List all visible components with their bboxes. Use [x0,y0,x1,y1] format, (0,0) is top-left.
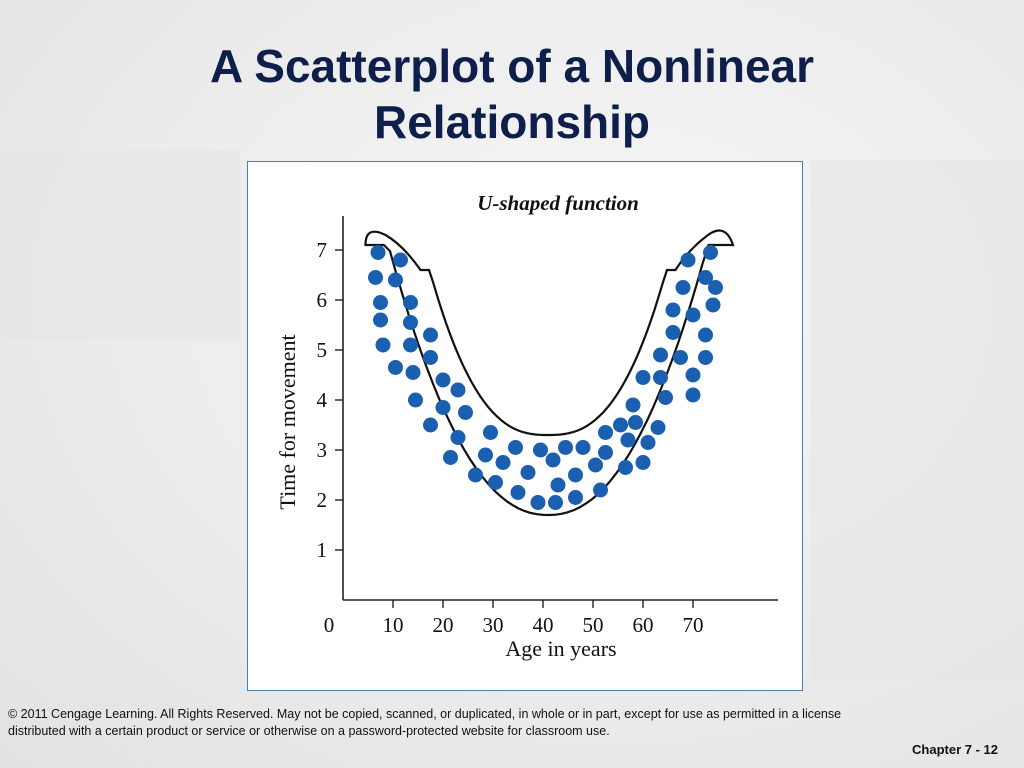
data-point [703,245,718,260]
data-point [533,442,548,458]
data-point [435,400,451,415]
data-point [628,415,643,430]
data-point [625,397,641,413]
data-point [368,270,383,285]
y-tick-label: 7 [317,238,328,262]
scatter-chart: U-shaped function 0 10 20 30 40 50 60 70 1 2 3 4 5 6 7… [275,191,778,661]
footer-line-1: © 2011 Cengage Learning. All Rights Rese… [8,707,842,721]
data-point [388,272,403,288]
data-point [468,467,483,483]
data-point [613,417,628,433]
data-point [450,382,466,398]
x-tick-label: 10 [383,613,404,637]
x-axis-label: Age in years [505,636,616,661]
y-tick-label: 2 [317,488,328,512]
data-point [393,252,408,268]
data-point [373,295,388,310]
data-point [483,425,498,440]
data-point [698,350,713,365]
title-line-1: A Scatterplot of a Nonlinear [209,40,815,92]
data-point [403,315,418,330]
data-point [698,327,713,343]
data-point [478,447,493,463]
chart-title: U-shaped function [477,191,639,215]
x-tick-label: 30 [483,613,504,637]
data-point [635,455,651,470]
data-point [510,485,526,500]
data-point [508,440,523,455]
x-tick-label: 70 [683,613,704,637]
data-point [658,390,673,405]
y-tick-label: 5 [317,338,328,362]
data-point [375,337,391,353]
data-point [550,477,566,493]
data-point [675,280,691,295]
data-point [598,425,613,440]
footer-line-2: distributed with a certain product or se… [8,724,610,738]
data-point [665,302,681,318]
data-point [435,372,451,388]
data-point [705,297,721,313]
copyright-footer: © 2011 Cengage Learning. All Rights Rese… [8,706,1008,740]
data-point [423,417,438,433]
data-point [548,495,563,510]
data-point [640,435,656,450]
data-point [403,295,418,310]
x-tick-label: 0 [324,613,335,637]
data-point [593,482,608,498]
data-point [685,387,701,403]
data-point [443,450,458,465]
data-point [568,467,583,483]
data-point [635,370,651,385]
y-tick-label: 1 [317,538,328,562]
data-point [545,452,561,468]
background-block-right [810,160,1024,680]
data-point [520,465,536,480]
page-number: Chapter 7 - 12 [912,742,998,757]
data-point [653,347,668,363]
y-tick-label: 3 [317,438,328,462]
title-line-2: Relationship [373,96,651,148]
y-axis-label: Time for movement [275,334,300,509]
data-point [423,327,438,343]
data-point [598,445,613,460]
data-point [423,350,438,365]
x-tick-label: 50 [583,613,604,637]
data-point [450,430,466,445]
data-point [588,457,603,473]
data-point [620,432,636,448]
data-point [495,455,511,470]
data-point [530,495,546,510]
x-tick-label: 60 [633,613,654,637]
data-point [653,370,668,385]
data-point [488,475,503,490]
data-point [698,270,713,285]
data-point [575,440,591,455]
data-point [373,312,388,328]
data-point [458,405,473,420]
data-point [370,245,386,260]
data-point [708,280,723,295]
data-point [558,440,573,455]
data-point [680,252,696,268]
data-point [685,367,701,383]
slide-title: A Scatterplot of a Nonlinear Relationshi… [0,38,1024,150]
data-point [665,325,681,340]
data-point [685,307,701,323]
data-point [618,460,633,475]
y-tick-label: 4 [317,388,328,412]
data-point [405,365,421,380]
data-point [650,420,666,435]
background-block-left [0,150,240,340]
chart-panel: U-shaped function 0 10 20 30 40 50 60 70 1 2 3 4 5 6 7… [247,161,803,691]
data-point [388,360,403,375]
x-tick-label: 40 [533,613,554,637]
data-point [403,337,418,353]
y-tick-label: 6 [317,288,328,312]
data-point [568,490,583,505]
data-point [673,350,688,365]
data-point [408,392,423,408]
u-shaped-envelope [364,229,735,517]
x-tick-label: 20 [433,613,454,637]
